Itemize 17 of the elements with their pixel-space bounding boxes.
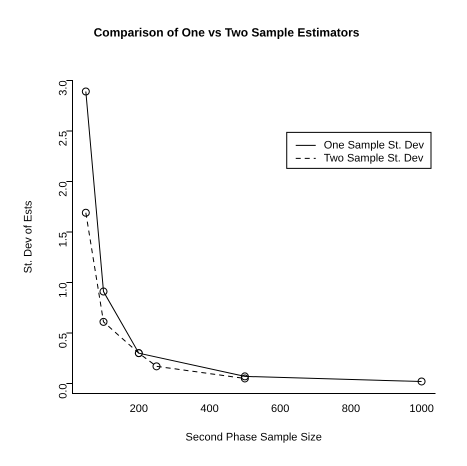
- legend-label: Two Sample St. Dev: [324, 152, 424, 164]
- x-tick-label: 600: [271, 403, 290, 416]
- y-tick-label: 0.5: [57, 332, 70, 348]
- y-tick-label: 1.5: [57, 232, 70, 248]
- y-axis-title: St. Dev of Ests: [22, 200, 35, 274]
- x-tick-label: 1000: [409, 403, 434, 416]
- x-tick-label: 400: [200, 403, 219, 416]
- x-tick-label: 800: [342, 403, 360, 416]
- x-axis-title: Second Phase Sample Size: [186, 431, 322, 444]
- legend-label: One Sample St. Dev: [324, 139, 424, 152]
- y-tick-label: 2.0: [57, 181, 70, 197]
- y-tick-label: 1.0: [57, 282, 70, 298]
- x-tick-label: 200: [130, 403, 148, 416]
- y-tick-label: 0.0: [57, 383, 70, 399]
- y-tick-label: 3.0: [57, 80, 70, 96]
- chart-title: Comparison of One vs Two Sample Estimators: [94, 26, 360, 40]
- y-tick-label: 2.5: [57, 130, 70, 146]
